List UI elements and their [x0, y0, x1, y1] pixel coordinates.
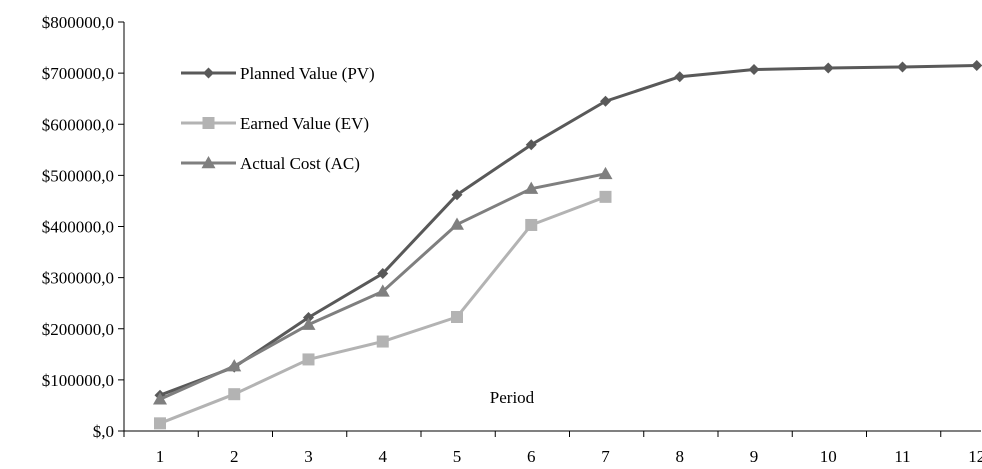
y-tick-label: $800000,0 — [42, 13, 114, 32]
series-actual-cost-ac — [153, 166, 613, 405]
data-point — [674, 71, 686, 83]
series-earned-value-ev — [154, 190, 612, 430]
legend-label: Planned Value (PV) — [240, 64, 375, 83]
x-axis: 1 2 3 4 5 6 7 8 9 10 11 12 — [123, 430, 982, 466]
data-point — [971, 59, 982, 71]
data-point — [451, 189, 463, 201]
data-point — [227, 359, 242, 372]
x-tick-label: 11 — [894, 447, 910, 466]
legend-item: Actual Cost (AC) — [181, 154, 360, 173]
y-tick-label: $,0 — [93, 422, 114, 441]
data-point — [153, 392, 167, 405]
y-tick-label: $400000,0 — [42, 218, 114, 237]
y-tick-label: $600000,0 — [42, 115, 114, 134]
y-tick-label: $200000,0 — [42, 320, 114, 339]
y-tick-label: $100000,0 — [42, 371, 114, 390]
legend-swatch-marker — [202, 117, 215, 129]
x-tick-label: 12 — [968, 447, 982, 466]
legend-item: Earned Value (EV) — [181, 114, 369, 133]
data-point — [375, 284, 390, 297]
x-tick-label: 5 — [453, 447, 462, 466]
x-tick-label: 2 — [230, 447, 239, 466]
y-tick-label: $500000,0 — [42, 166, 114, 185]
legend-swatch-marker — [203, 67, 214, 79]
data-point — [451, 310, 463, 323]
data-point — [302, 353, 315, 366]
data-point — [525, 218, 538, 231]
data-point — [377, 268, 389, 280]
x-tick-label: 3 — [304, 447, 313, 466]
data-point — [822, 62, 834, 74]
data-point — [748, 64, 760, 76]
x-tick-label: 9 — [750, 447, 759, 466]
y-tick-label: $700000,0 — [42, 64, 114, 83]
series-line — [159, 195, 607, 425]
data-point — [598, 166, 613, 180]
data-point — [376, 335, 389, 348]
data-point — [228, 388, 241, 401]
x-tick-label: 4 — [379, 447, 388, 466]
data-point — [450, 217, 464, 230]
x-tick-label: 7 — [601, 447, 610, 466]
legend-label: Earned Value (EV) — [240, 114, 369, 133]
legend-label: Actual Cost (AC) — [240, 154, 360, 173]
legend-item: Planned Value (PV) — [181, 64, 375, 83]
y-tick-label: $300000,0 — [42, 269, 114, 288]
data-point — [525, 139, 537, 151]
data-point — [301, 317, 316, 330]
data-point — [600, 95, 611, 107]
data-point — [154, 417, 166, 430]
series-planned-value-pv — [154, 59, 982, 401]
data-point — [303, 312, 314, 324]
legend: Planned Value (PV) Earned Value (EV) Actua… — [181, 64, 375, 173]
x-tick-label: 10 — [820, 447, 837, 466]
legend-swatch-marker — [201, 156, 216, 169]
x-tick-label: 1 — [156, 447, 165, 466]
series-layer — [153, 59, 982, 430]
data-point — [897, 61, 908, 73]
x-tick-label: 6 — [527, 447, 536, 466]
series-line — [159, 63, 977, 397]
x-axis-label: Period — [490, 388, 535, 407]
data-point — [599, 190, 612, 203]
y-axis: $,0 $100000,0 $200000,0 $300000,0 $400000,0 $… — [42, 13, 125, 441]
data-point — [524, 181, 539, 194]
x-tick-label: 8 — [676, 447, 685, 466]
